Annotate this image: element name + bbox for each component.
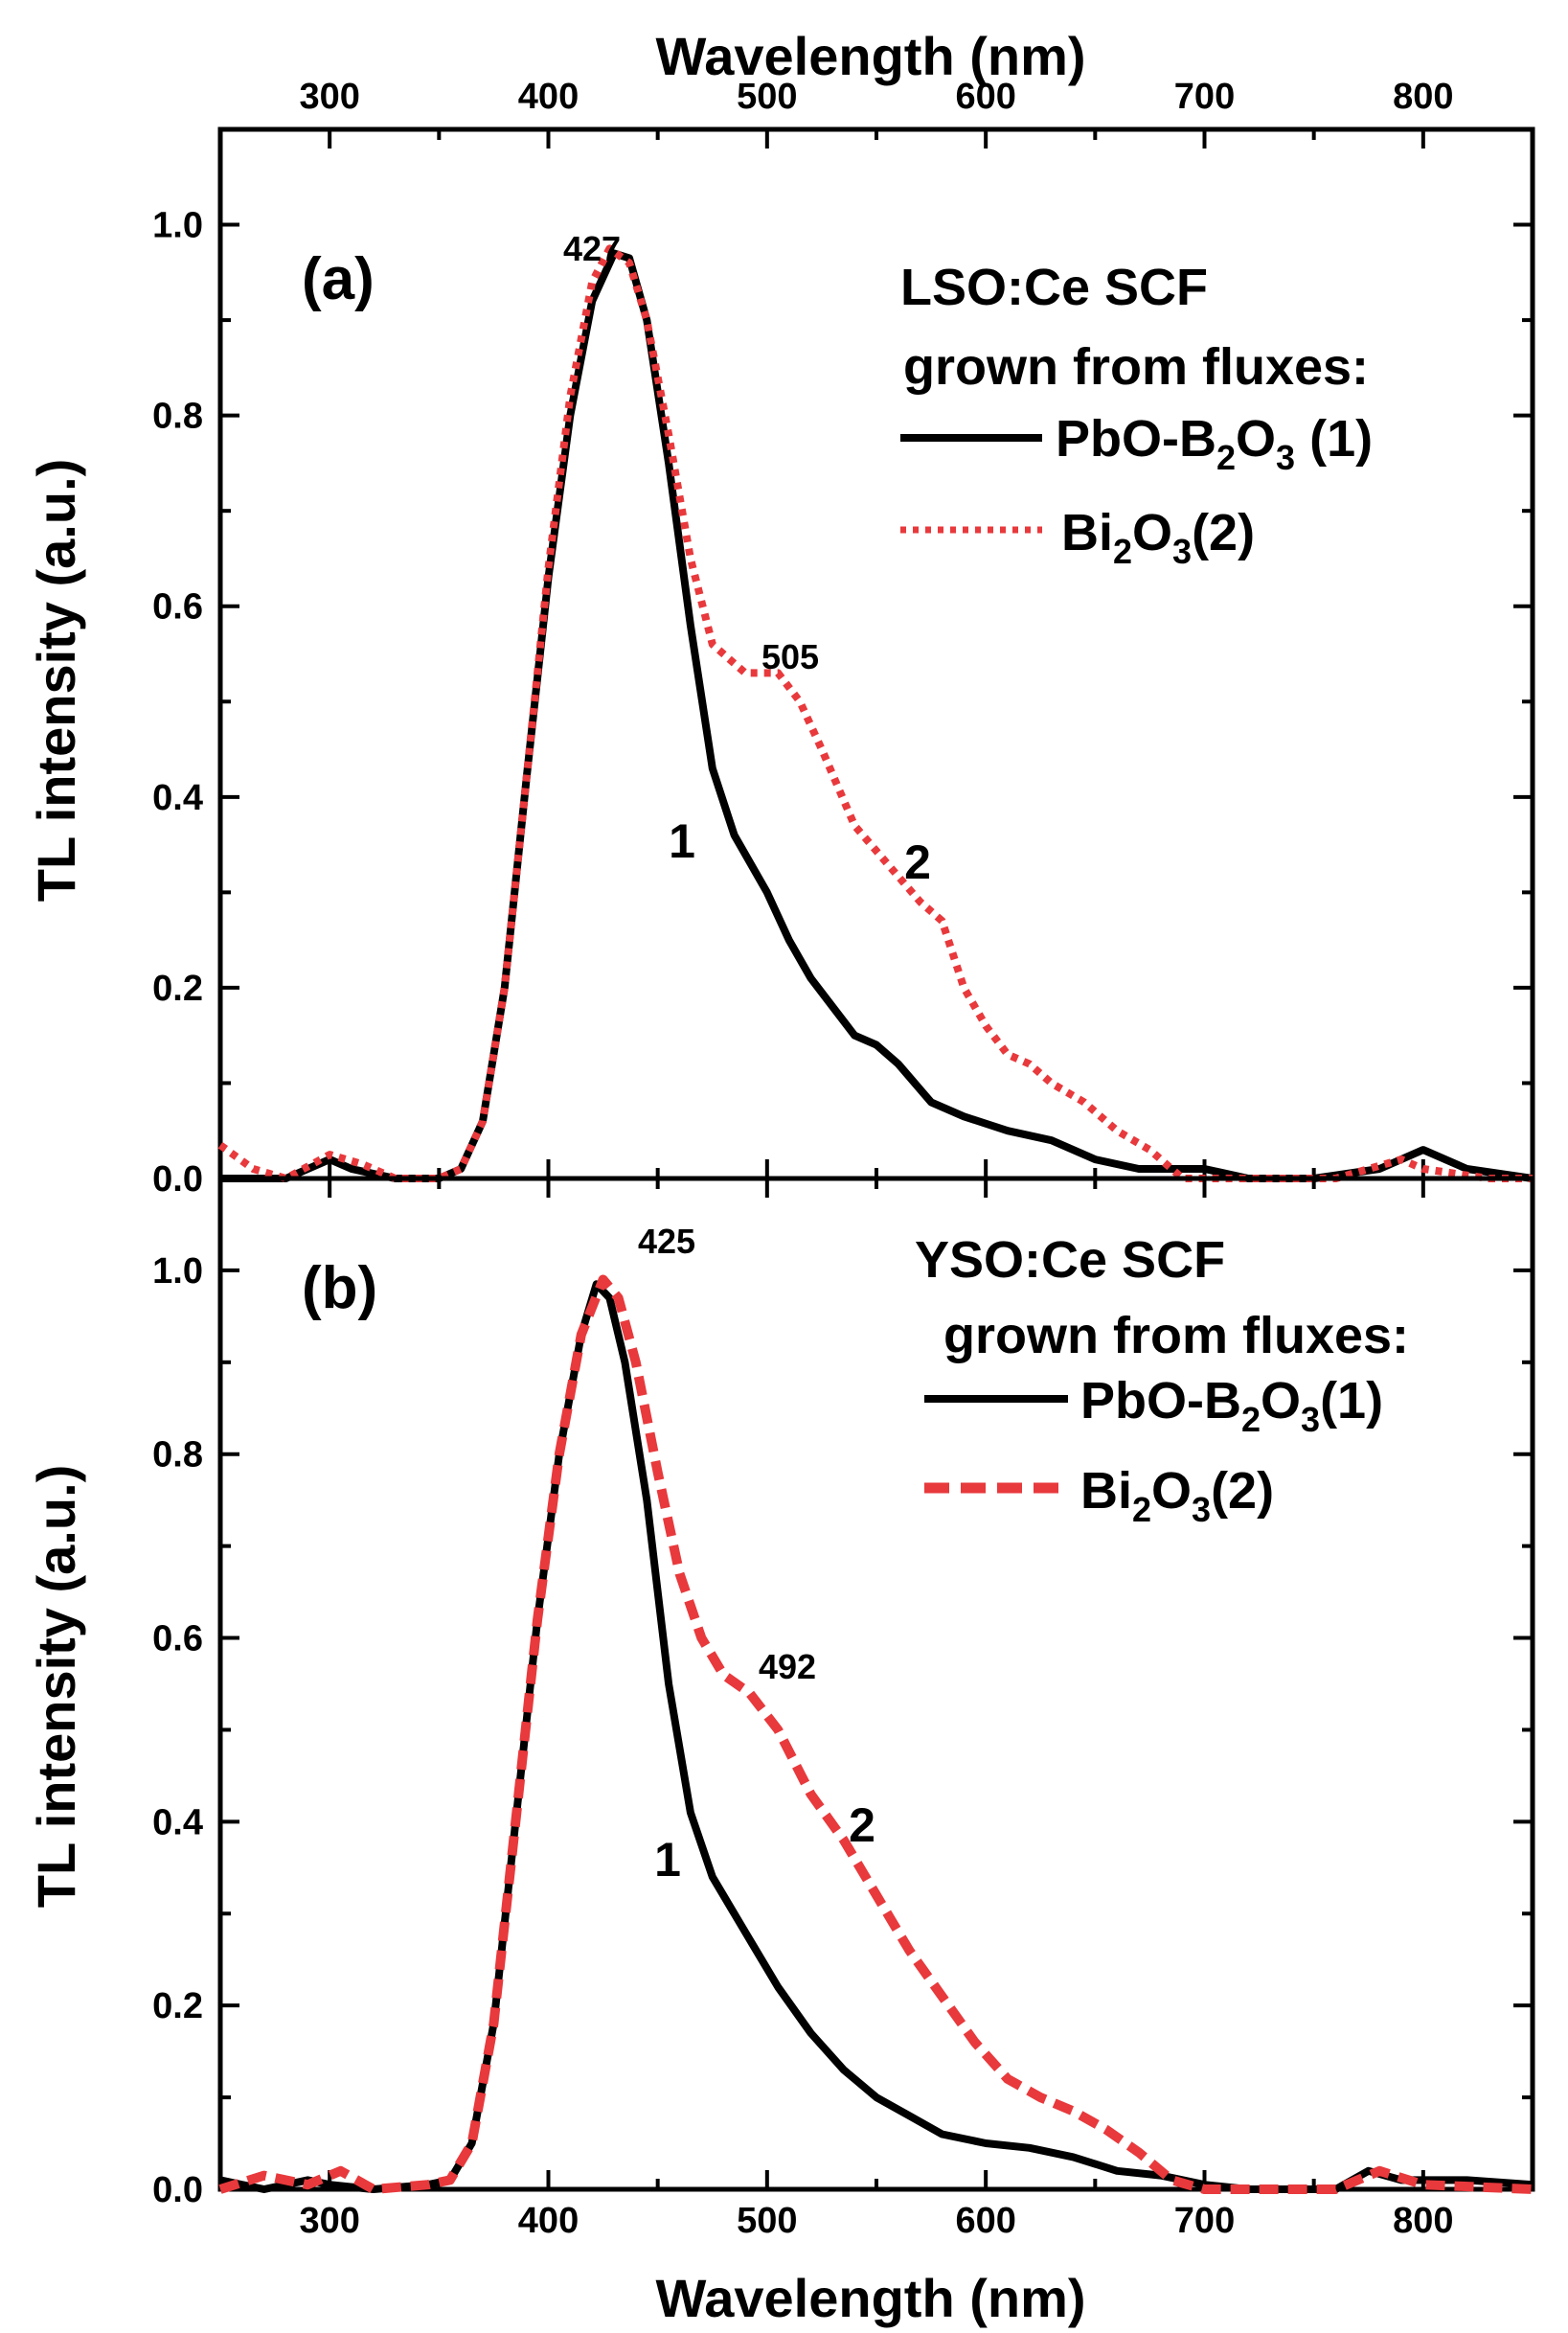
- legend-entry2-b: Bi2O3(2): [1080, 1462, 1274, 1529]
- panel-label-b: (b): [302, 1255, 377, 1321]
- x-tick-label-top: 400: [518, 77, 579, 117]
- legend-title-line1-a: LSO:Ce SCF: [900, 259, 1208, 316]
- legend-a: LSO:Ce SCF grown from fluxes: PbO-B2O3 (…: [900, 259, 1373, 571]
- y-tick-label-a: 1.0: [152, 206, 203, 246]
- legend-title-line2-a: grown from fluxes:: [903, 338, 1369, 396]
- peak-annotation-a: 427: [563, 229, 621, 268]
- y-tick-label-b: 0.2: [152, 1986, 203, 2026]
- x-tick-label-top: 700: [1174, 77, 1235, 117]
- y-tick-label-b: 0.6: [152, 1619, 203, 1659]
- peak-annotation-b: 425: [638, 1222, 695, 1261]
- series-line-2-b: [218, 1274, 1534, 2194]
- y-tick-label-a: 0.4: [152, 778, 203, 818]
- x-tick-label-top: 500: [737, 77, 797, 117]
- bottom-x-axis-title: Wavelength (nm): [655, 2268, 1085, 2328]
- y-axis-title-b: TL intensity (a.u.): [26, 1465, 86, 1909]
- y-tick-label-a: 0.6: [152, 587, 203, 628]
- top-x-axis-title: Wavelength (nm): [655, 26, 1085, 86]
- curves-a: [217, 244, 1534, 1182]
- shoulder-annotation-a: 505: [761, 637, 819, 676]
- series-line-2-a: [217, 244, 1533, 1182]
- ticks-a: 300 400 500 600 700 800 0.0 0.2 0.4 0.6 0.8 1.0: [152, 77, 1534, 1200]
- legend-entry2-a: Bi2O3(2): [1061, 504, 1255, 571]
- curve1-label-b: 1: [654, 1833, 681, 1887]
- x-tick-label-top: 600: [955, 77, 1015, 117]
- legend-entry1-b: PbO-B2O3(1): [1080, 1372, 1383, 1439]
- y-tick-label-a: 0.2: [152, 969, 203, 1009]
- panel-label-a: (a): [302, 246, 375, 312]
- y-tick-label-a: 0.0: [152, 1159, 203, 1200]
- y-tick-label-b: 1.0: [152, 1251, 203, 1292]
- x-tick-label-bottom: 300: [299, 2201, 359, 2241]
- ticks-b: 300 400 500 600 700 800 0.0 0.2 0.4 0.6 0.8 1.0: [152, 1177, 1534, 2241]
- x-tick-label-bottom: 600: [955, 2201, 1015, 2241]
- panel-a: 300 400 500 600 700 800 0.0 0.2 0.4 0.6 0.8 1.0 (a)…: [152, 77, 1535, 1200]
- x-tick-label-bottom: 500: [737, 2201, 797, 2241]
- y-tick-label-a: 0.8: [152, 397, 203, 437]
- curves-b: [218, 1274, 1534, 2194]
- x-tick-label-bottom: 800: [1393, 2201, 1453, 2241]
- legend-title-line1-b: YSO:Ce SCF: [915, 1231, 1225, 1289]
- y-axis-title-a: TL intensity (a.u.): [26, 459, 86, 903]
- x-tick-label-bottom: 400: [518, 2201, 579, 2241]
- curve2-label-a: 2: [904, 835, 931, 889]
- x-tick-label-bottom: 700: [1174, 2201, 1235, 2241]
- y-tick-label-b: 0.4: [152, 1802, 203, 1842]
- legend-entry1-a: PbO-B2O3 (1): [1056, 410, 1373, 477]
- legend-b: YSO:Ce SCF grown from fluxes: PbO-B2O3(1…: [915, 1231, 1409, 1529]
- curve1-label-a: 1: [669, 814, 695, 868]
- curve2-label-b: 2: [849, 1798, 875, 1852]
- y-tick-label-b: 0.8: [152, 1435, 203, 1475]
- legend-title-line2-b: grown from fluxes:: [943, 1307, 1409, 1364]
- y-tick-label-b: 0.0: [152, 2170, 203, 2210]
- plot-frame-a: [217, 126, 1535, 1181]
- shoulder-annotation-b: 492: [759, 1647, 816, 1686]
- x-tick-label-top: 800: [1393, 77, 1453, 117]
- x-tick-label-top: 300: [299, 77, 359, 117]
- panel-b: 300 400 500 600 700 800 0.0 0.2 0.4 0.6 0.8 1.0 (b)…: [152, 1176, 1535, 2241]
